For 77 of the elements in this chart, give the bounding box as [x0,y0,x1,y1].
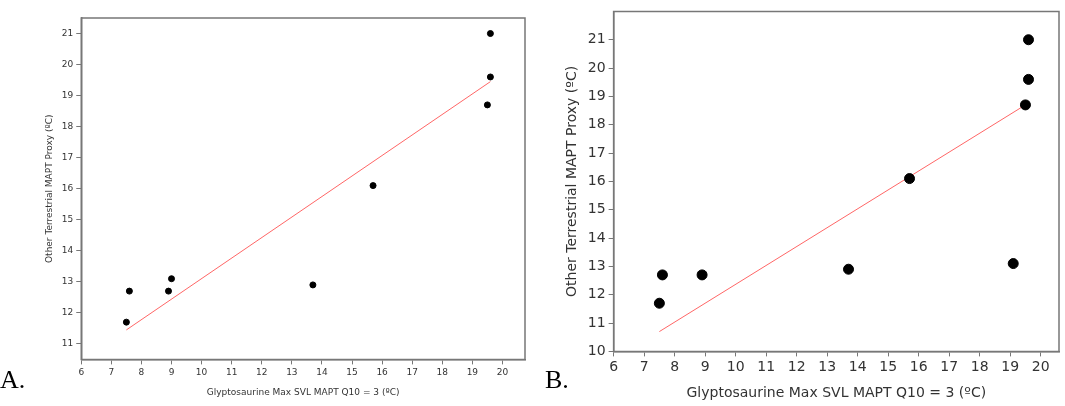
y-tick-label: 12 [61,307,74,318]
x-tick-label: 7 [108,367,115,378]
y-tick-label: 12 [587,285,606,302]
point [369,182,377,190]
y-tick-label: 15 [587,200,606,217]
text: B. [545,365,569,395]
x-tick-label: 7 [639,358,649,375]
y-tick-label: 18 [61,120,74,131]
x-tick-label: 10 [726,358,745,375]
text: A. [0,365,26,395]
x-tick-label: 16 [909,358,928,375]
point [309,281,317,289]
point [486,30,494,38]
x-axis-title: Glyptosaurine Max SVL MAPT Q10 = 3 (ºC) [206,386,400,397]
x-tick-label: 14 [848,358,867,375]
y-tick-label: 21 [61,27,74,38]
point [1022,34,1034,46]
x-tick-label: 11 [757,358,776,375]
y-tick-label: 13 [587,257,606,274]
y-tick-label: 18 [587,115,606,132]
x-tick-label: 20 [1031,358,1050,375]
point [843,263,855,275]
x-tick-label: 17 [406,367,418,378]
point [904,173,916,185]
x-tick-label: 10 [195,367,208,378]
point [1019,99,1031,111]
x-tick-label: 18 [436,367,449,378]
x-tick-label: 12 [256,367,268,378]
point [122,318,130,326]
y-tick-label: 10 [587,342,606,359]
x-tick-label: 15 [346,367,358,378]
point [653,297,665,309]
point [656,269,668,281]
x-tick-label: 18 [970,358,989,375]
x-tick-label: 9 [168,367,175,378]
y-axis-title: Other Terrestrial MAPT Proxy (ºC) [563,65,580,297]
y-tick-label: 19 [587,87,606,104]
point [165,287,172,295]
point [696,269,708,281]
y-tick-label: 20 [61,58,74,69]
y-tick-label: 14 [587,228,606,245]
x-tick-label: 16 [376,367,389,378]
y-tick-label: 11 [587,313,606,330]
y-tick-label: 14 [61,245,74,256]
point [168,275,176,283]
point [483,101,491,109]
x-tick-label: 13 [286,367,298,378]
point [1022,73,1034,85]
x-tick-label: 15 [879,358,898,375]
point [125,287,133,295]
x-tick-label: 9 [700,358,710,375]
x-tick-label: 12 [787,358,806,375]
x-axis-title: Glyptosaurine Max SVL MAPT Q10 = 3 (ºC) [686,384,987,401]
y-tick-label: 17 [587,143,606,160]
y-tick-label: 11 [61,338,74,349]
x-tick-label: 13 [818,358,837,375]
x-tick-label: 11 [225,367,238,378]
x-tick-label: 19 [1001,358,1020,375]
y-tick-label: 19 [61,89,74,100]
y-tick-label: 21 [587,30,606,47]
y-tick-label: 20 [587,58,606,75]
x-tick-label: 6 [609,358,619,375]
y-tick-label: 15 [61,214,74,225]
point [1007,258,1019,270]
point [486,73,494,81]
y-axis-title: Other Terrestrial MAPT Proxy (ºC) [43,114,54,263]
x-tick-label: 20 [496,367,509,378]
x-tick-label: 6 [78,367,85,378]
x-tick-label: 14 [316,367,328,378]
y-tick-label: 16 [61,183,74,194]
y-tick-label: 16 [587,172,606,189]
y-tick-label: 13 [61,276,74,287]
x-tick-label: 19 [466,367,479,378]
x-tick-label: 8 [138,367,145,378]
x-tick-label: 8 [670,358,680,375]
y-tick-label: 17 [61,152,74,163]
x-tick-label: 17 [940,358,959,375]
